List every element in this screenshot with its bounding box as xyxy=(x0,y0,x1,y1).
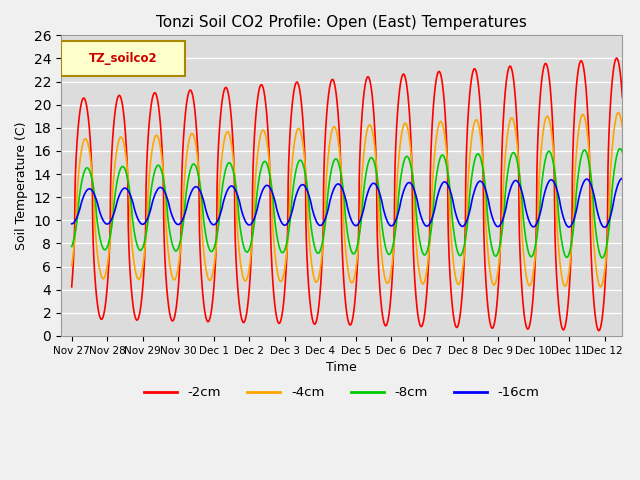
Legend: -2cm, -4cm, -8cm, -16cm: -2cm, -4cm, -8cm, -16cm xyxy=(139,381,545,405)
Y-axis label: Soil Temperature (C): Soil Temperature (C) xyxy=(15,121,28,250)
Text: TZ_soilco2: TZ_soilco2 xyxy=(88,52,157,65)
Title: Tonzi Soil CO2 Profile: Open (East) Temperatures: Tonzi Soil CO2 Profile: Open (East) Temp… xyxy=(156,15,527,30)
X-axis label: Time: Time xyxy=(326,361,357,374)
FancyBboxPatch shape xyxy=(61,41,184,76)
